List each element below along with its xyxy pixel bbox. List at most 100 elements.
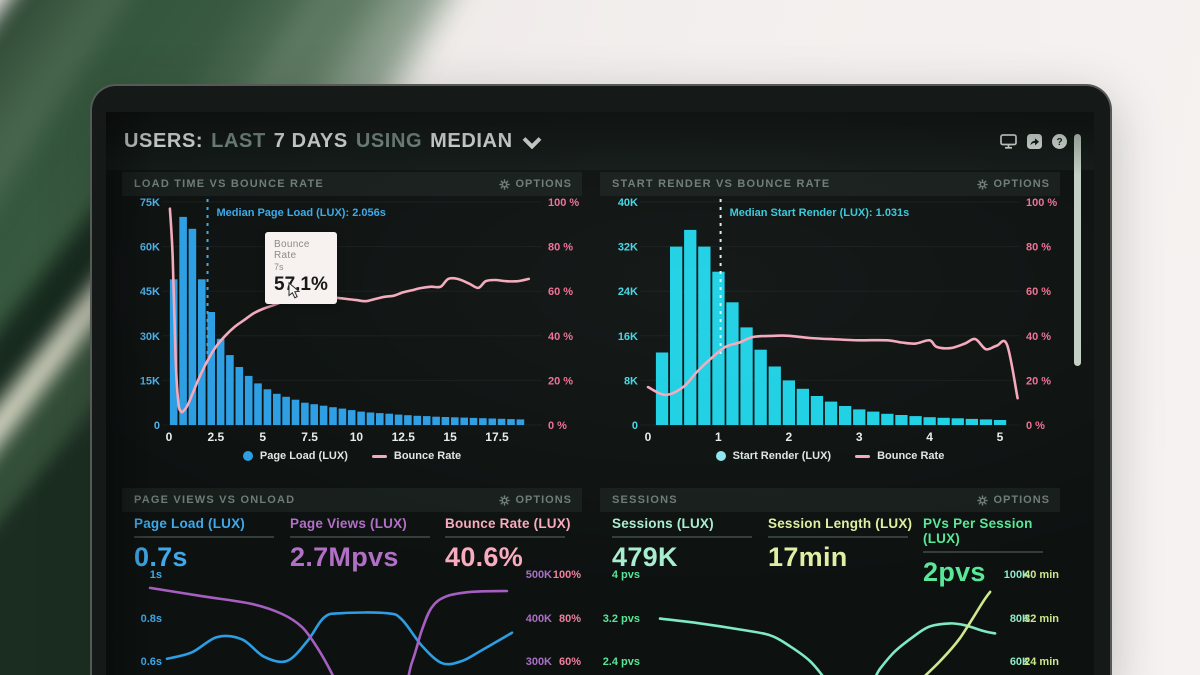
right-axis1-label: 60K: [1010, 656, 1030, 668]
x-axis-tick-label: 5: [997, 430, 1004, 444]
options-button[interactable]: OPTIONS: [499, 178, 572, 190]
histogram-bar: [451, 417, 459, 425]
right-axis-tick-label: 40 %: [548, 331, 573, 343]
legend-item[interactable]: Bounce Rate: [371, 450, 461, 462]
histogram-bar: [263, 389, 272, 425]
x-axis-tick-label: 15: [443, 430, 457, 444]
histogram-bar: [895, 415, 908, 425]
metric-sessions: Sessions (LUX) 479K: [612, 516, 768, 588]
chevron-down-icon[interactable]: [522, 136, 542, 149]
histogram-bar: [319, 405, 328, 425]
histogram-bar: [432, 416, 440, 425]
right-axis-tick-label: 80 %: [548, 242, 573, 254]
y-axis-tick-label: 40K: [618, 197, 638, 209]
histogram-bar: [226, 355, 234, 425]
options-button[interactable]: OPTIONS: [499, 494, 572, 506]
left-axis-label: 3.2 pvs: [603, 613, 640, 625]
histogram-bar: [338, 408, 347, 425]
right-axis-tick-label: 0 %: [548, 420, 567, 432]
right-axis2-label: 32 min: [1024, 613, 1059, 625]
right-axis1-label: 500K: [526, 569, 552, 581]
x-axis-tick-label: 0: [166, 430, 173, 444]
help-icon[interactable]: ?: [1052, 133, 1067, 149]
histogram-bar: [282, 396, 290, 425]
histogram-bar: [329, 407, 337, 425]
right-axis2-label: 60%: [559, 656, 581, 668]
left-axis-label: 0.6s: [141, 656, 162, 668]
right-axis1-label: 400K: [526, 613, 552, 625]
histogram-bar: [291, 399, 300, 425]
metric-label: Sessions (LUX): [612, 516, 714, 531]
y-axis-tick-label: 75K: [140, 197, 160, 209]
legend-dot-marker: [242, 451, 253, 461]
histogram-bar: [497, 418, 506, 425]
histogram-bar: [684, 229, 697, 425]
histogram-bar: [469, 417, 478, 425]
histogram-bar: [394, 414, 403, 425]
title-segment: LAST: [211, 129, 266, 152]
monitor-icon[interactable]: [1000, 133, 1017, 149]
histogram-bar: [488, 418, 497, 425]
legend-item[interactable]: Page Load (LUX): [242, 450, 348, 462]
metric-underline: [290, 536, 430, 538]
chart-legend: Page Load (LUX) Bounce Rate: [122, 446, 582, 466]
metric-group: Page Load (LUX) 0.7s Page Views (LUX) 2.…: [122, 512, 582, 573]
legend-item[interactable]: Start Render (LUX): [715, 450, 832, 462]
histogram-bar: [670, 246, 683, 425]
metric-label: Session Length (LUX): [768, 516, 913, 531]
metric-session-length: Session Length (LUX) 17min: [768, 516, 923, 588]
options-button[interactable]: OPTIONS: [977, 494, 1050, 506]
histogram-bar: [979, 419, 993, 425]
start-render-chart: 40K 100 % 32K 80 % 24K 60 % 16K 40 % 8K 20 % 0 0 % M…: [618, 197, 1058, 444]
share-icon[interactable]: [1027, 133, 1042, 149]
y-axis-tick-label: 8K: [624, 375, 638, 387]
legend-dot-marker: [715, 451, 726, 461]
right-axis2-label: 100%: [553, 569, 581, 581]
histogram-bar: [507, 419, 515, 425]
legend-label: Start Render (LUX): [732, 450, 832, 462]
panel-page-views-vs-onload: PAGE VIEWS VS ONLOAD OPTIONS: [122, 488, 582, 675]
right-axis2-label: 40 min: [1024, 569, 1059, 581]
left-axis-label: 1s: [150, 569, 162, 581]
right-axis-tick-label: 20 %: [548, 375, 573, 387]
x-axis-tick-label: 4: [926, 430, 933, 444]
metric-value: 17min: [768, 542, 848, 572]
load-time-chart: 75K 100 % 60K 80 % 45K 60 % 30K 40 % 15K 20 % 0 0 %…: [140, 197, 580, 444]
panel-header: LOAD TIME VS BOUNCE RATE OPTIONS: [122, 172, 582, 196]
gear-icon: [977, 494, 989, 506]
x-axis-tick-label: 17.5: [485, 430, 509, 444]
bounce-rate-line: [646, 334, 1019, 400]
histogram-bar: [768, 366, 781, 425]
histogram-bar: [909, 416, 922, 425]
histogram-bar: [951, 418, 964, 425]
histogram-bar: [698, 246, 711, 425]
dashboard-titlebar: USERS: LAST 7 DAYS USING MEDIAN: [106, 112, 1094, 170]
histogram-bar: [301, 402, 309, 425]
legend-item[interactable]: Bounce Rate: [855, 450, 944, 462]
histogram-bar: [726, 302, 739, 425]
title-segment: USING: [355, 129, 423, 152]
left-axis-label: 0.8s: [141, 613, 162, 625]
histogram-bar: [244, 375, 253, 425]
histogram-bar: [347, 410, 356, 425]
right-axis1-label: 80K: [1010, 613, 1030, 625]
trend-line: [148, 586, 509, 675]
right-axis-tick-label: 80 %: [1026, 242, 1051, 254]
legend-label: Bounce Rate: [877, 450, 945, 462]
vertical-scrollbar[interactable]: [1074, 134, 1081, 366]
laptop-frame: USERS: LAST 7 DAYS USING MEDIAN: [90, 84, 1112, 675]
tooltip-value: 57.1%: [274, 274, 328, 295]
options-button[interactable]: OPTIONS: [977, 178, 1050, 190]
right-axis-tick-label: 60 %: [1026, 286, 1051, 298]
histogram-bar: [310, 404, 318, 425]
options-label: OPTIONS: [515, 494, 572, 506]
histogram-bar: [357, 411, 365, 425]
right-axis-tick-label: 0 %: [1026, 420, 1045, 432]
histogram-bar: [385, 413, 393, 425]
options-label: OPTIONS: [515, 178, 572, 190]
x-axis-tick-label: 0: [645, 430, 652, 444]
right-axis2-label: 80%: [559, 613, 581, 625]
histogram-bar: [366, 412, 375, 425]
histogram-bar: [810, 396, 824, 425]
panel-title: START RENDER VS BOUNCE RATE: [612, 178, 831, 190]
